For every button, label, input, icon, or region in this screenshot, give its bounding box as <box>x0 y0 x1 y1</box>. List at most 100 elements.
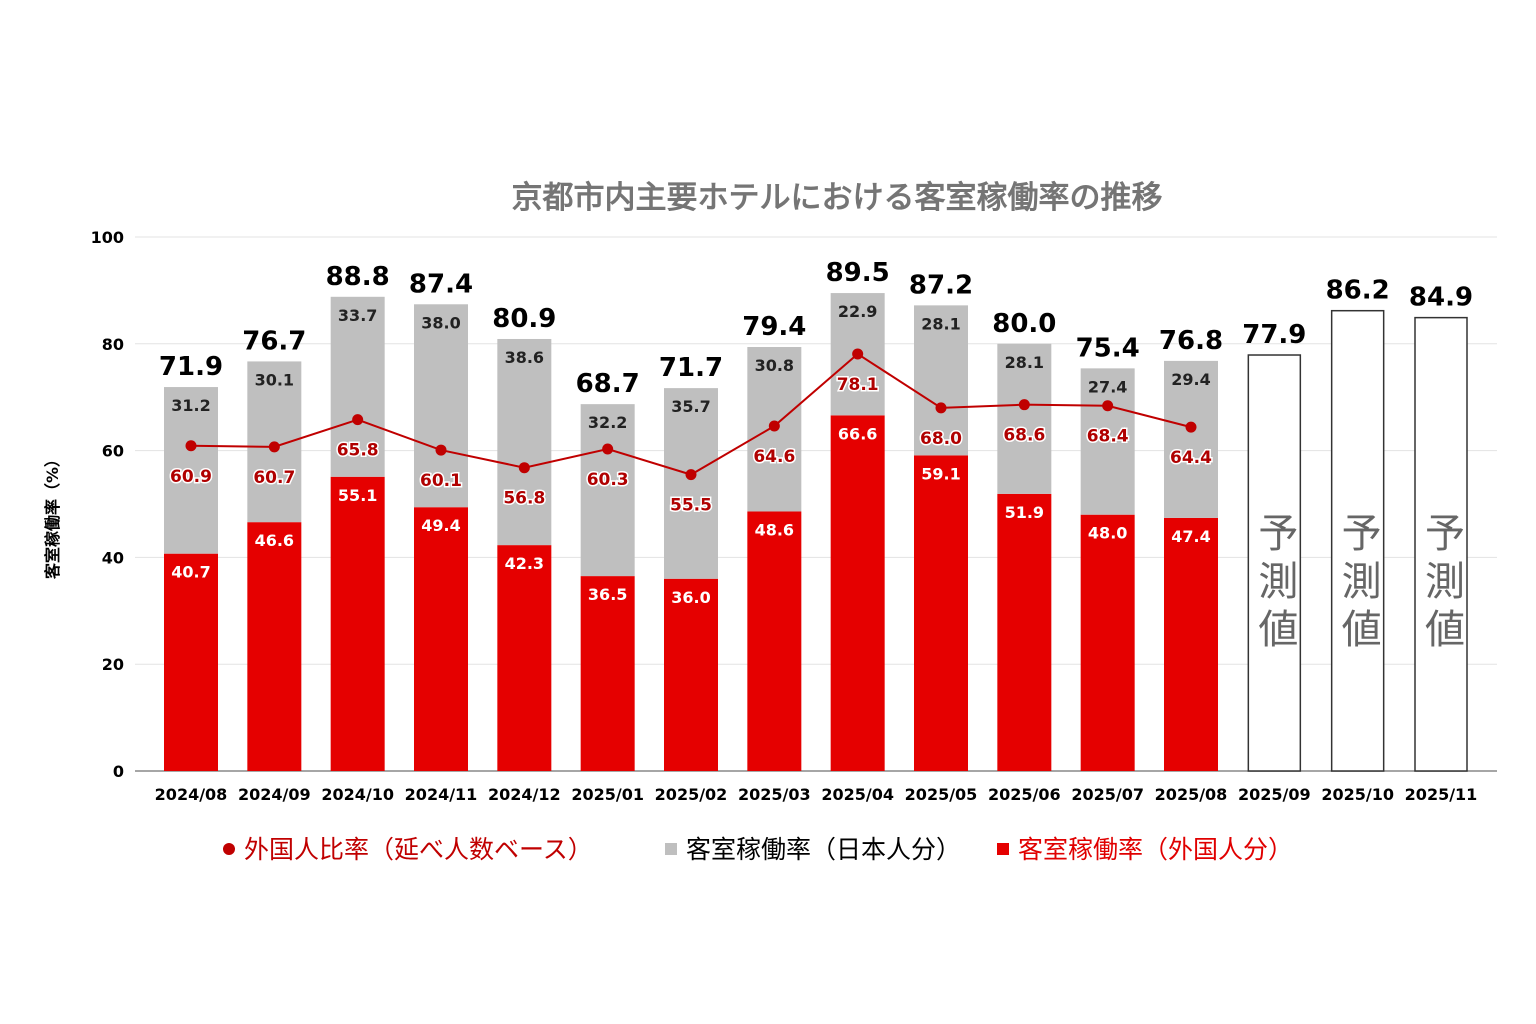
ratio-point <box>518 462 530 474</box>
y-tick-label: 20 <box>102 655 124 674</box>
x-tick-label: 2025/01 <box>571 785 644 804</box>
chart-title: 京都市内主要ホテルにおける客室稼働率の推移 <box>512 180 1163 216</box>
ratio-value-label: 60.9 <box>170 467 212 487</box>
legend-label: 客室稼働率（外国人分） <box>1018 835 1293 864</box>
legend-label: 客室稼働率（日本人分） <box>686 835 961 864</box>
ratio-value-label: 65.8 <box>337 441 379 461</box>
x-tick-label: 2025/07 <box>1071 785 1144 804</box>
bar-japanese <box>1164 360 1218 518</box>
bar-japanese <box>330 296 385 477</box>
bar-japanese <box>664 388 718 579</box>
total-value-label: 79.4 <box>742 312 806 342</box>
x-tick-label: 2025/06 <box>988 785 1061 804</box>
x-tick-label: 2025/10 <box>1321 785 1394 804</box>
foreign-value-label: 36.5 <box>588 585 627 604</box>
x-tick-label: 2025/03 <box>738 785 811 804</box>
bar-foreign <box>1164 517 1218 771</box>
japanese-value-label: 33.7 <box>338 306 377 325</box>
forecast-label: 予測値 <box>1418 512 1465 656</box>
x-tick-label: 2025/05 <box>905 785 978 804</box>
foreign-value-label: 66.6 <box>838 424 877 443</box>
ratio-value-label: 60.1 <box>420 471 462 491</box>
bar-japanese <box>997 343 1052 494</box>
x-tick-label: 2024/09 <box>238 785 311 804</box>
foreign-value-label: 48.6 <box>755 520 794 539</box>
japanese-value-label: 31.2 <box>171 396 210 415</box>
x-tick-label: 2025/11 <box>1405 785 1478 804</box>
ratio-series <box>185 348 1197 481</box>
japanese-value-label: 38.6 <box>505 348 544 367</box>
total-value-label: 84.9 <box>1409 283 1473 313</box>
ratio-point <box>852 348 864 360</box>
x-tick-label: 2024/12 <box>488 785 561 804</box>
japanese-value-label: 35.7 <box>671 397 710 416</box>
y-tick-label: 40 <box>102 548 124 567</box>
bar-japanese <box>914 305 968 456</box>
total-value-label: 76.8 <box>1159 326 1223 356</box>
forecast-label: 予測値 <box>1335 512 1382 656</box>
foreign-value-label: 48.0 <box>1088 524 1127 543</box>
ratio-point <box>602 443 614 455</box>
japanese-value-label: 28.1 <box>1005 353 1044 372</box>
ratio-point <box>685 469 697 481</box>
total-value-label: 77.9 <box>1242 320 1306 350</box>
legend-label: 外国人比率（延べ人数ベース） <box>244 835 593 864</box>
bar-foreign <box>914 455 968 771</box>
ratio-point <box>1102 400 1114 412</box>
x-tick-label: 2025/02 <box>655 785 728 804</box>
bar-foreign <box>830 415 885 771</box>
japanese-value-label: 29.4 <box>1171 370 1210 389</box>
ratio-point <box>1018 399 1030 411</box>
bar-japanese <box>164 387 218 554</box>
bar-japanese <box>580 404 635 577</box>
x-tick-label: 2025/09 <box>1238 785 1311 804</box>
y-tick-label: 100 <box>91 228 124 247</box>
japanese-value-label: 38.0 <box>421 313 460 332</box>
ratio-point <box>268 441 280 453</box>
legend-marker-circle <box>223 843 235 855</box>
bar-japanese <box>1080 368 1135 515</box>
total-value-label: 71.7 <box>659 353 723 383</box>
total-value-label: 76.7 <box>242 326 306 356</box>
legend-marker-square <box>997 843 1009 855</box>
legend: 外国人比率（延べ人数ベース） 客室稼働率（日本人分） 客室稼働率（外国人分） <box>223 835 1293 864</box>
foreign-value-label: 36.0 <box>671 588 710 607</box>
total-value-label: 87.4 <box>409 269 473 299</box>
bar-foreign <box>580 576 635 771</box>
ratio-value-label: 68.0 <box>920 429 962 449</box>
ratio-point <box>768 420 780 432</box>
bar-forecast <box>1247 354 1302 772</box>
foreign-value-label: 51.9 <box>1005 503 1044 522</box>
y-axis-label: 客室稼働率（%） <box>43 451 62 579</box>
bar-forecast <box>1330 309 1385 772</box>
total-value-label: 75.4 <box>1076 333 1140 363</box>
x-tick-label: 2024/11 <box>405 785 478 804</box>
x-tick-label: 2025/08 <box>1155 785 1228 804</box>
japanese-value-label: 22.9 <box>838 302 877 321</box>
foreign-value-label: 49.4 <box>421 516 460 535</box>
total-value-label: 88.8 <box>326 262 390 292</box>
ratio-value-label: 56.8 <box>503 489 545 509</box>
japanese-value-label: 30.8 <box>755 356 794 375</box>
foreign-value-label: 42.3 <box>505 554 544 573</box>
total-value-label: 71.9 <box>159 352 223 382</box>
ratio-value-label: 64.6 <box>753 447 795 467</box>
ratio-value-label: 78.1 <box>837 375 879 395</box>
ratio-value-label: 60.3 <box>587 470 629 490</box>
bar-foreign <box>164 553 218 771</box>
bar-foreign <box>747 511 802 771</box>
total-value-label: 80.0 <box>992 309 1056 339</box>
ratio-value-label: 64.4 <box>1170 448 1212 468</box>
total-value-label: 68.7 <box>576 369 640 399</box>
ratio-point <box>935 402 947 414</box>
x-tick-label: 2024/10 <box>321 785 394 804</box>
bar-japanese <box>414 304 468 508</box>
foreign-value-label: 40.7 <box>171 563 210 582</box>
bar-foreign <box>664 578 718 771</box>
ratio-point <box>185 440 197 452</box>
total-value-label: 89.5 <box>826 258 890 288</box>
bar-japanese <box>497 338 552 546</box>
japanese-value-label: 28.1 <box>921 314 960 333</box>
bar-foreign <box>330 476 385 771</box>
